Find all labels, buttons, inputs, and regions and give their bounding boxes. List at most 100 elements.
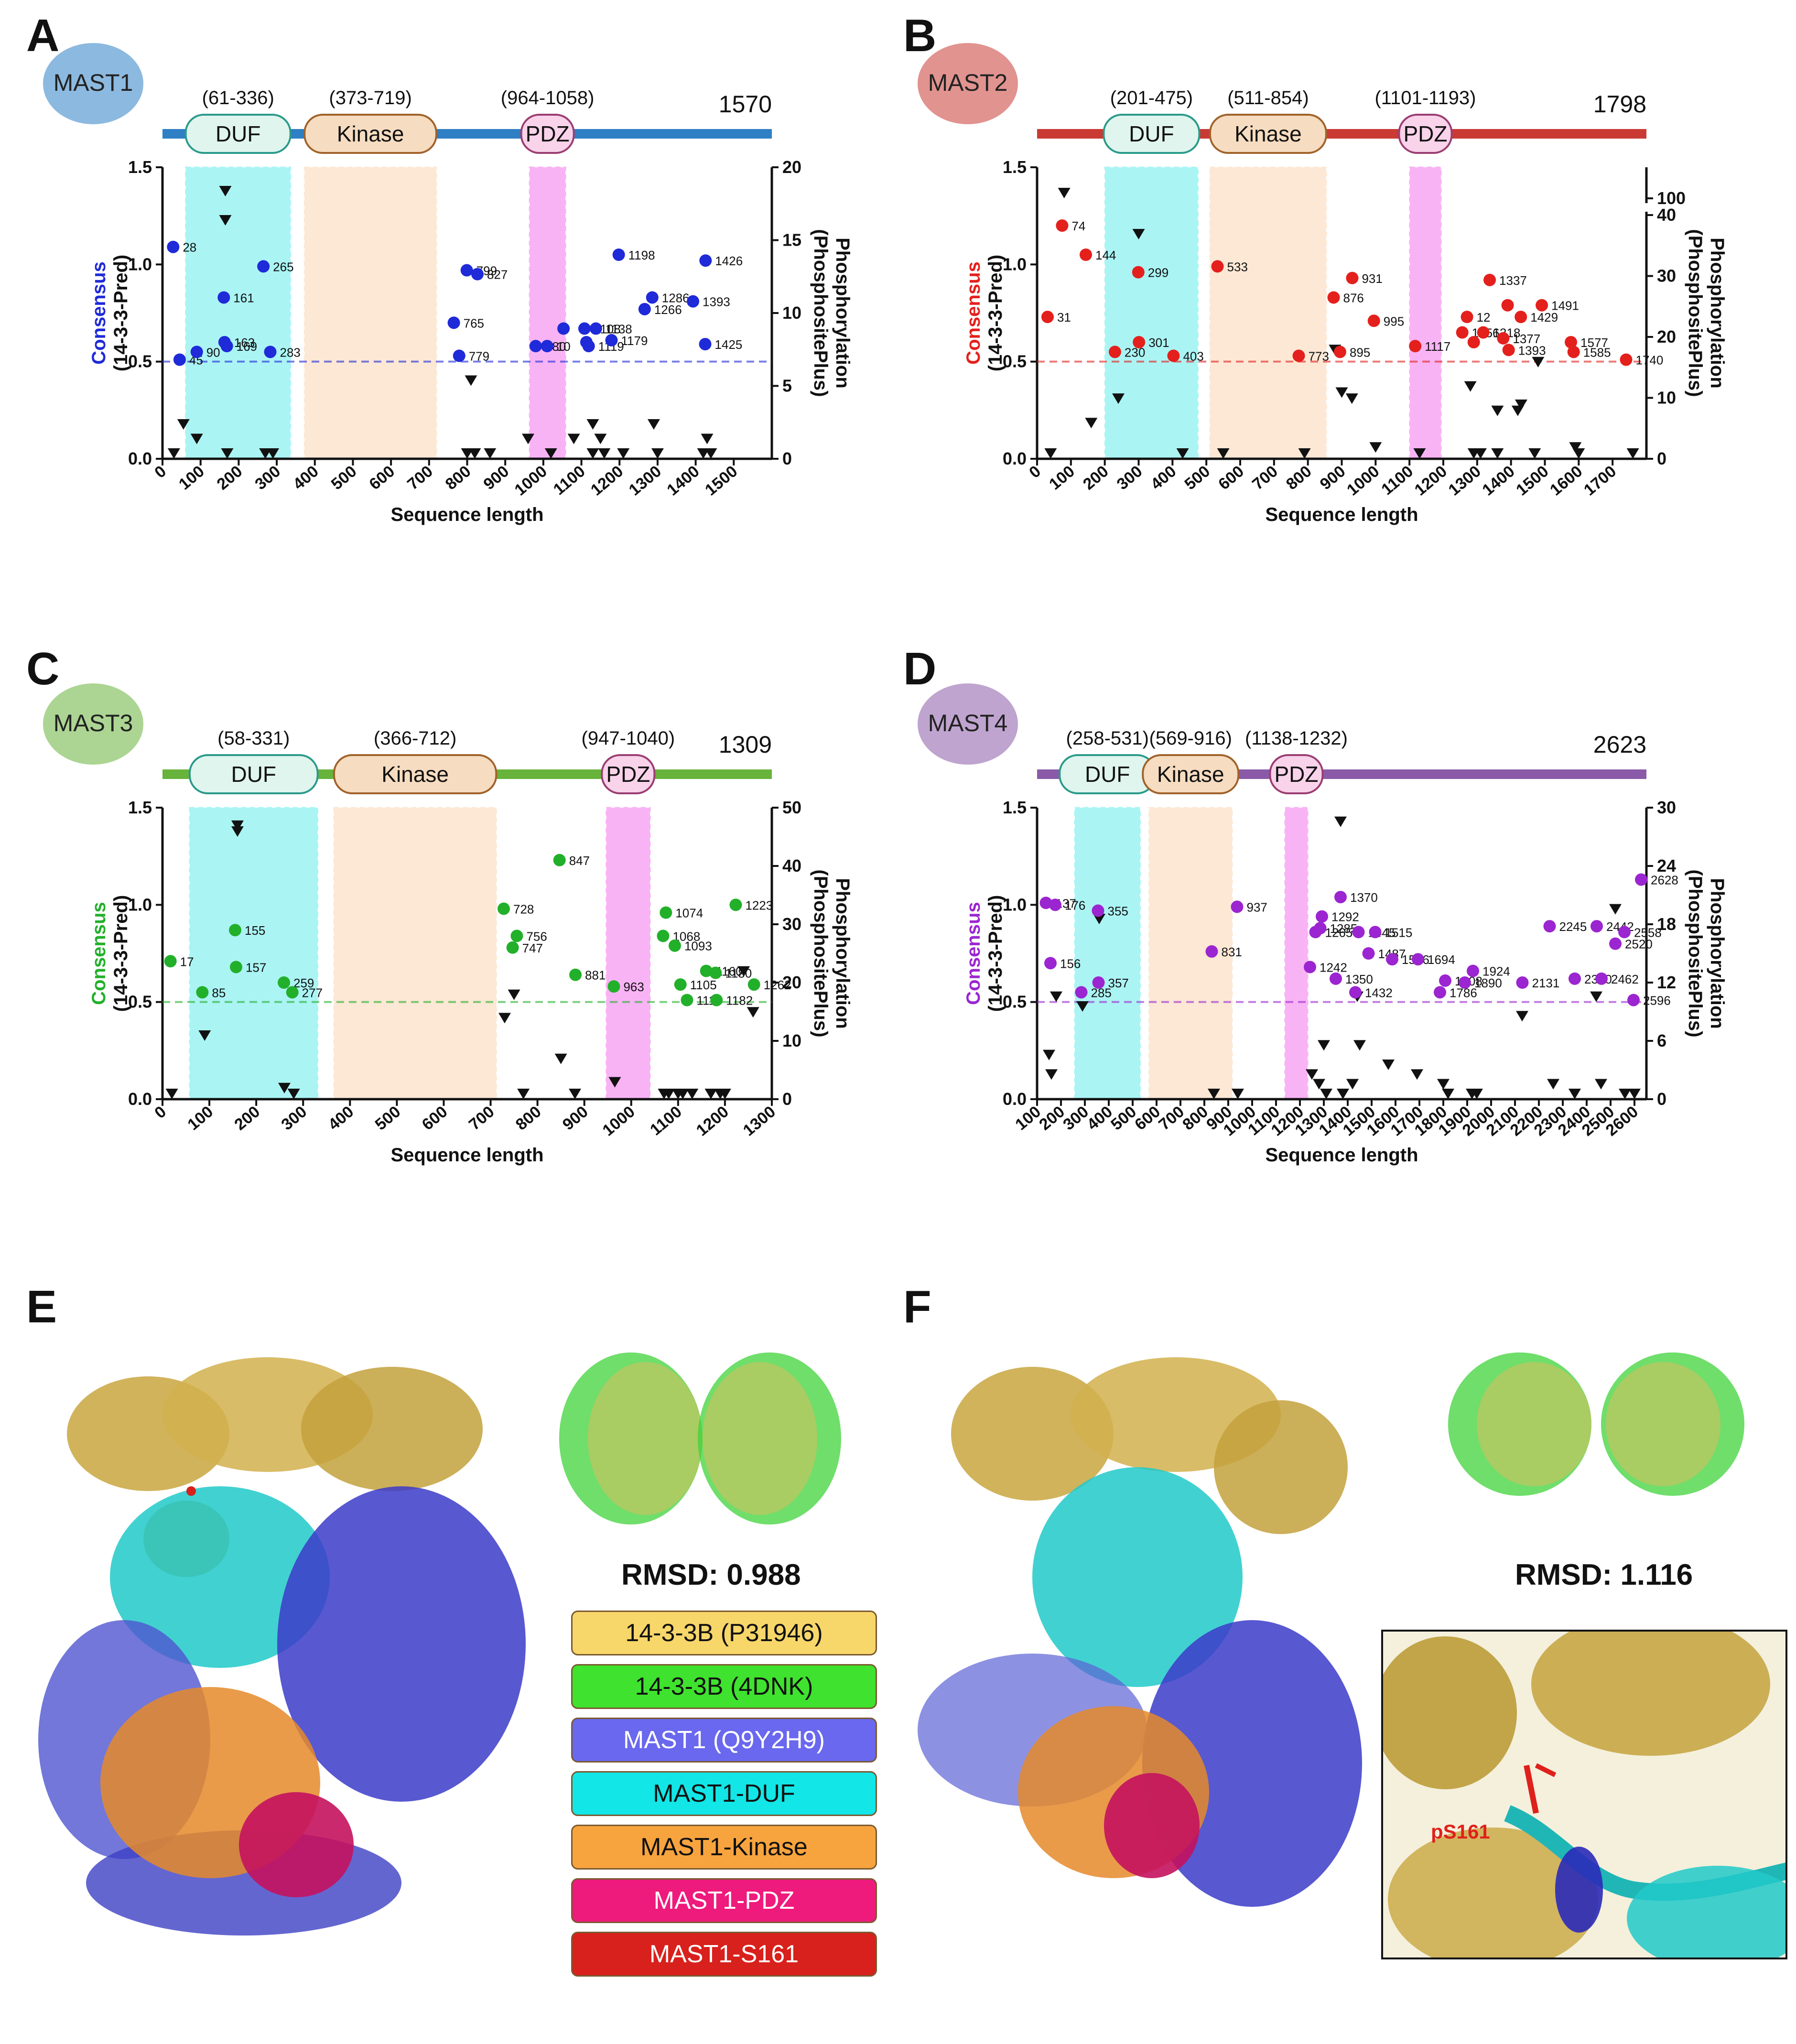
phospho-point (594, 433, 607, 444)
domain-label: DUF (1085, 762, 1130, 787)
phospho-point (1208, 1089, 1220, 1099)
y-tick-label-right: 10 (1657, 388, 1676, 408)
consensus-point (506, 941, 519, 954)
consensus-point-label: 90 (206, 345, 220, 359)
y-axis-label-left: Consensus (88, 902, 109, 1005)
consensus-point (1041, 311, 1054, 324)
x-tick-label: 1200 (693, 1103, 732, 1140)
consensus-point (1367, 314, 1380, 327)
x-tick-label: 1200 (587, 462, 627, 499)
phospho-point (1058, 188, 1071, 198)
protein-blob-icon (918, 43, 1018, 124)
y-tick-label-right: 30 (1657, 798, 1676, 817)
phospho-point (1232, 1089, 1244, 1099)
phospho-point (718, 1089, 731, 1099)
domain-label: Kinase (337, 121, 404, 146)
consensus-point (1044, 957, 1057, 970)
consensus-point (638, 303, 651, 315)
consensus-point (557, 322, 570, 335)
consensus-point (1231, 900, 1244, 913)
consensus-point (1333, 346, 1346, 358)
x-tick-label: 500 (328, 462, 360, 494)
consensus-point-label: 1266 (654, 303, 682, 317)
domain-shade-duf (1104, 166, 1199, 460)
consensus-point (1595, 972, 1608, 985)
phospho-point (1085, 418, 1098, 429)
legend-item-label: MAST1-Kinase (640, 1833, 808, 1861)
consensus-point-label: 937 (1247, 900, 1267, 914)
y-tick-label-left: 1.5 (1003, 157, 1027, 177)
domain-range: (366-712) (374, 728, 456, 749)
consensus-point-label: 1074 (675, 906, 703, 920)
consensus-point-label: 12 (1477, 310, 1491, 324)
x-tick-label: 500 (1181, 462, 1213, 494)
consensus-point (1327, 291, 1340, 304)
domain-shade-duf (185, 166, 292, 460)
x-tick-label: 0 (151, 1103, 170, 1122)
x-tick-label: 500 (372, 1103, 404, 1134)
consensus-point-label: 1393 (703, 295, 730, 309)
x-tick-label: 300 (278, 1103, 310, 1134)
domain-shade-kinase (333, 807, 497, 1100)
y-axis-label-left: (14-3-3-Pred) (985, 255, 1006, 372)
y-tick-label-left: 0.5 (1003, 352, 1027, 371)
domain-range: (201-475) (1110, 87, 1193, 108)
phospho-point (287, 1089, 300, 1099)
phospho-point (1353, 1040, 1366, 1051)
consensus-point (447, 316, 460, 329)
consensus-point-label: 1491 (1551, 299, 1579, 313)
consensus-point (699, 254, 712, 267)
consensus-point (553, 854, 566, 866)
consensus-point (1461, 311, 1473, 324)
consensus-point (1362, 947, 1375, 960)
domain-label: DUF (231, 762, 276, 787)
consensus-point-label: 2131 (1532, 976, 1560, 990)
y-tick-label-right: 30 (1657, 266, 1676, 286)
phospho-point (1298, 448, 1311, 459)
consensus-point-label: 144 (1095, 248, 1116, 262)
consensus-point (1056, 219, 1069, 232)
consensus-point (674, 978, 687, 991)
x-tick-label: 600 (366, 462, 398, 494)
consensus-point-label: 1890 (1474, 976, 1502, 990)
phospho-point (1346, 1079, 1359, 1090)
consensus-point (1133, 336, 1146, 348)
legend-item-label: MAST1-DUF (653, 1780, 795, 1807)
consensus-point (569, 968, 582, 981)
phospho-point (1413, 448, 1426, 459)
consensus-point-label: 357 (1108, 976, 1129, 990)
consensus-point (589, 322, 602, 335)
consensus-point (1497, 332, 1510, 345)
phospho-point (737, 966, 750, 977)
consensus-point-label: 756 (526, 929, 547, 943)
x-tick-label: 0 (1026, 462, 1044, 482)
protein-blob-icon (43, 683, 143, 765)
phospho-point (747, 1007, 759, 1018)
consensus-point-label: 31 (1057, 310, 1071, 324)
domain-range: (373-719) (329, 87, 411, 108)
consensus-point (1167, 349, 1180, 362)
consensus-point (1467, 336, 1480, 348)
domain-box-kinase (1142, 754, 1240, 794)
phospho-point (484, 448, 497, 459)
consensus-point (1369, 926, 1382, 939)
y-tick-label-right: 10 (782, 1031, 801, 1050)
phospho-point (1045, 1069, 1058, 1080)
structure-complex-f (918, 1357, 1362, 1907)
domain-shade-duf (189, 807, 319, 1100)
consensus-point (1439, 974, 1451, 987)
y-axis-label-left: (14-3-3-Pred) (110, 895, 131, 1012)
consensus-point-label: 1350 (1345, 972, 1373, 986)
domain-label: DUF (1129, 121, 1174, 146)
phospho-point (1516, 1011, 1528, 1022)
consensus-point (1132, 266, 1145, 279)
phospho-point (517, 1089, 530, 1099)
phospho-point (468, 448, 481, 459)
x-tick-label: 600 (1215, 462, 1247, 494)
consensus-point (471, 268, 484, 281)
consensus-point-label: 831 (1222, 945, 1242, 959)
consensus-point-label: 1179 (621, 334, 648, 348)
phospho-point (554, 1053, 567, 1064)
x-tick-label: 200 (231, 1103, 263, 1134)
chart-mast1: MAST1 1570 DUF (61-336) Kinase (373-719) PDZ (9… (43, 43, 853, 525)
